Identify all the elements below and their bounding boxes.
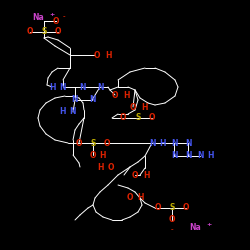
Text: S: S	[169, 204, 175, 212]
Text: +: +	[206, 222, 212, 226]
Text: H: H	[208, 152, 214, 160]
Text: H: H	[59, 108, 65, 116]
Text: O: O	[127, 194, 133, 202]
Text: H: H	[123, 90, 129, 100]
Text: H: H	[160, 138, 166, 147]
Text: N: N	[60, 82, 66, 92]
Text: O: O	[112, 90, 118, 100]
Text: -: -	[171, 228, 173, 232]
Text: O: O	[104, 138, 110, 147]
Text: N: N	[89, 96, 95, 104]
Text: O: O	[149, 114, 155, 122]
Text: H: H	[141, 102, 147, 112]
Text: O: O	[27, 28, 33, 36]
Text: H: H	[100, 150, 106, 160]
Text: O: O	[169, 216, 175, 224]
Text: H: H	[105, 50, 111, 59]
Text: S: S	[41, 28, 47, 36]
Text: O: O	[108, 162, 114, 172]
Text: O: O	[90, 150, 96, 160]
Text: O: O	[76, 138, 82, 147]
Text: Na: Na	[32, 14, 44, 22]
Text: N: N	[197, 152, 203, 160]
Text: H: H	[97, 162, 103, 172]
Text: N: N	[97, 82, 103, 92]
Text: H: H	[138, 194, 144, 202]
Text: +: +	[50, 12, 54, 16]
Text: O: O	[120, 114, 126, 122]
Text: N: N	[72, 96, 78, 104]
Text: N: N	[171, 152, 177, 160]
Text: N: N	[185, 152, 191, 160]
Text: N: N	[80, 82, 86, 92]
Text: O: O	[94, 50, 100, 59]
Text: O: O	[183, 204, 189, 212]
Text: O: O	[130, 102, 136, 112]
Text: N: N	[149, 138, 155, 147]
Text: S: S	[90, 138, 96, 147]
Text: O: O	[53, 16, 59, 26]
Text: O: O	[155, 204, 161, 212]
Text: -: -	[63, 14, 65, 20]
Text: O: O	[132, 170, 138, 179]
Text: N: N	[171, 138, 177, 147]
Text: H: H	[143, 170, 149, 179]
Text: H: H	[49, 82, 55, 92]
Text: S: S	[135, 114, 141, 122]
Text: N: N	[70, 108, 76, 116]
Text: N: N	[185, 138, 191, 147]
Text: Na: Na	[189, 224, 201, 232]
Text: O: O	[55, 28, 61, 36]
